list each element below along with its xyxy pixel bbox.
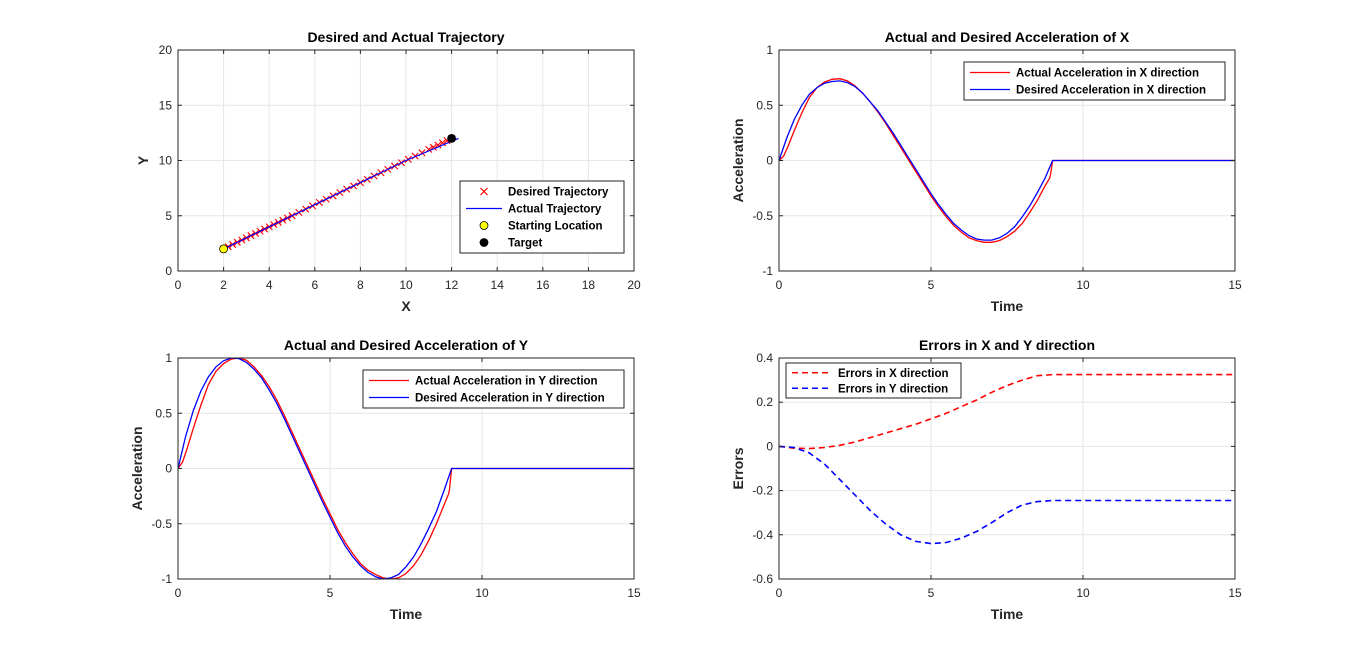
- x-tick-label: 10: [1076, 278, 1090, 292]
- x-tick-label: 0: [175, 586, 182, 600]
- x-axis-label: Time: [991, 606, 1024, 622]
- axes-trajectory: 0 2 4 6 8 10 12 14 16 18 20 0 5 10 15 20 Desired and Act…: [135, 29, 641, 314]
- y-tick-label: 20: [159, 43, 173, 57]
- x-axis-label: X: [401, 298, 411, 314]
- y-tick-label: -0.6: [752, 572, 773, 586]
- legend-label: Desired Trajectory: [508, 187, 609, 199]
- desired-point-marker: [434, 141, 442, 149]
- series-line-2: [779, 445, 1235, 545]
- x-tick-label: 6: [311, 278, 318, 292]
- y-axis-label: Y: [135, 155, 151, 165]
- chart-title: Desired and Actual Trajectory: [307, 29, 504, 45]
- legend-label: Actual Acceleration in X direction: [1016, 68, 1199, 80]
- x-tick-label: 0: [776, 586, 783, 600]
- legend: Actual Acceleration in Y direction Desire…: [362, 369, 625, 409]
- x-tick-label: 15: [1228, 278, 1242, 292]
- y-tick-label: -0.4: [752, 528, 773, 542]
- x-tick-label: 5: [928, 278, 935, 292]
- y-tick-label: 10: [159, 154, 173, 168]
- x-tick-label: 10: [475, 586, 489, 600]
- axes-accel_x: 0 5 10 15 -1 -0.5 0 0.5 1 Actual and Desired Acce…: [730, 29, 1242, 314]
- legend: Errors in X direction Errors in Y directi…: [785, 362, 962, 399]
- legend-label: Errors in Y direction: [838, 383, 948, 395]
- point-marker: [219, 244, 229, 254]
- y-tick-label: 0.5: [155, 406, 172, 420]
- y-tick-label: 15: [159, 98, 173, 112]
- y-tick-label: 0: [766, 439, 773, 453]
- series-line-1: [178, 358, 634, 579]
- series-line-2: [779, 80, 1235, 241]
- series-group: [779, 373, 1235, 545]
- legend-label: Target: [508, 238, 542, 250]
- y-tick-label: 1: [165, 351, 172, 365]
- x-axis-label: Time: [991, 298, 1024, 314]
- y-tick-label: -0.5: [151, 517, 172, 531]
- x-tick-label: 4: [266, 278, 273, 292]
- x-tick-label: 2: [220, 278, 227, 292]
- y-axis-label: Errors: [730, 447, 746, 489]
- y-tick-label: -0.5: [752, 209, 773, 223]
- y-tick-label: -1: [762, 264, 773, 278]
- axes-accel_y: 0 5 10 15 -1 -0.5 0 0.5 1 Actual and Desired Acce…: [129, 337, 641, 622]
- legend-label: Starting Location: [508, 221, 603, 233]
- legend-box: [785, 362, 962, 399]
- x-tick-label: 0: [776, 278, 783, 292]
- chart-title: Actual and Desired Acceleration of Y: [284, 337, 529, 353]
- x-tick-label: 8: [357, 278, 364, 292]
- x-tick-label: 20: [627, 278, 641, 292]
- y-tick-label: 0: [165, 264, 172, 278]
- x-tick-label: 5: [327, 586, 334, 600]
- x-tick-label: 5: [928, 586, 935, 600]
- axes-box: [778, 357, 1236, 580]
- y-tick-label: 0: [766, 154, 773, 168]
- x-axis-label: Time: [390, 606, 423, 622]
- legend-label: Desired Acceleration in X direction: [1016, 85, 1206, 97]
- chart-title: Actual and Desired Acceleration of X: [885, 29, 1130, 45]
- x-tick-label: 15: [627, 586, 641, 600]
- desired-point-marker: [438, 139, 447, 147]
- y-tick-label: 0.2: [756, 395, 773, 409]
- y-tick-label: -1: [161, 572, 172, 586]
- legend-box: [362, 369, 625, 409]
- chart-title: Errors in X and Y direction: [919, 337, 1095, 353]
- y-tick-label: 0.5: [756, 98, 773, 112]
- y-tick-label: 5: [165, 209, 172, 223]
- x-tick-label: 10: [1076, 586, 1090, 600]
- x-tick-label: 15: [1228, 586, 1242, 600]
- legend-box: [963, 61, 1226, 101]
- y-tick-label: 1: [766, 43, 773, 57]
- x-tick-label: 0: [175, 278, 182, 292]
- x-tick-label: 14: [491, 278, 505, 292]
- legend-swatch-circle: [479, 238, 489, 247]
- series-group: [779, 78, 1235, 243]
- legend-label: Actual Acceleration in Y direction: [415, 376, 598, 388]
- x-tick-label: 18: [582, 278, 596, 292]
- legend: Actual Acceleration in X direction Desire…: [963, 61, 1226, 101]
- point-marker: [447, 133, 457, 143]
- legend-swatch-circle: [479, 221, 489, 230]
- series-line-1: [779, 373, 1235, 450]
- series-line-2: [223, 137, 459, 250]
- series-line-1: [779, 78, 1235, 243]
- y-tick-label: 0.4: [756, 351, 773, 365]
- x-tick-label: 16: [536, 278, 550, 292]
- y-tick-label: 0: [165, 462, 172, 476]
- legend-label: Desired Acceleration in Y direction: [415, 393, 605, 405]
- legend-label: Errors in X direction: [838, 368, 949, 380]
- y-axis-label: Acceleration: [129, 426, 145, 510]
- legend: Desired Trajectory Actual Trajectory Start…: [459, 180, 625, 254]
- y-tick-label: -0.2: [752, 484, 773, 498]
- x-tick-label: 12: [445, 278, 459, 292]
- axes-errors: 0 5 10 15 -0.6 -0.4 -0.2 0 0.2 0.4 Errors in X and…: [730, 337, 1242, 622]
- legend-label: Actual Trajectory: [508, 204, 602, 216]
- legend-swatch-x: [480, 187, 488, 196]
- y-axis-label: Acceleration: [730, 118, 746, 202]
- x-tick-label: 10: [399, 278, 413, 292]
